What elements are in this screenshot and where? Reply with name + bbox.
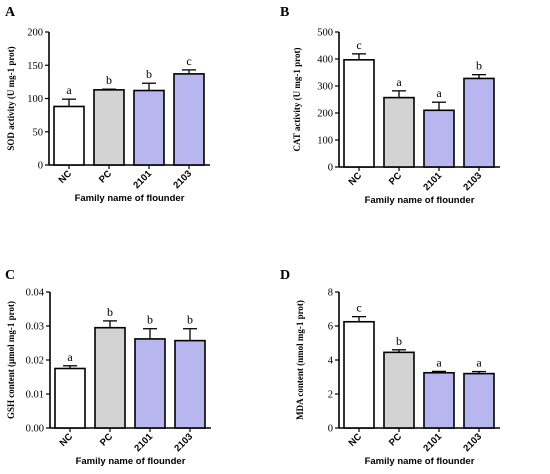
category-label: 2103 [171,168,194,191]
category-label: 2101 [421,431,444,454]
category-label: 2101 [132,431,155,454]
bar-2101 [423,371,455,429]
y-tick-label: 0.02 [26,356,44,367]
x-axis-label: Family name of flounder [75,193,185,204]
y-tick-label: 50 [33,127,44,138]
x-axis-label: Family name of flounder [365,456,475,467]
bar-nc [53,105,85,166]
category-label: PC [387,170,404,187]
bar-2101 [134,338,166,429]
panel-a: A 0 50 100 150 200 SOD activity (U mg-1 prot) a… [5,5,210,204]
y-tick-label: 0 [328,163,333,174]
y-tick-label: 0.03 [26,322,44,333]
category-label: PC [387,431,404,448]
y-tick-label: 0 [38,161,43,172]
panel-letter: D [280,268,290,283]
significance-label: c [186,54,191,68]
significance-label: a [67,350,73,364]
x-axis-label: Family name of flounder [76,456,186,467]
y-axis-label: CAT activity (U mg-1 prot) [292,48,302,152]
significance-label: a [436,86,442,100]
y-tick-label: 4 [328,356,334,367]
panel-b: B 0 100 200 300 400 500 CAT activity (U mg-1 pr… [280,5,500,206]
y-tick-label: 200 [27,28,43,39]
significance-label: a [396,75,402,89]
y-axis-label: GSH content (μmol mg-1 prot) [6,301,16,419]
y-tick-label: 0.01 [26,390,44,401]
bar-2101 [133,89,165,166]
bar-nc [343,320,375,429]
significance-label: a [436,355,442,369]
x-axis-label: Family name of flounder [365,195,475,206]
bar-2101 [423,109,455,168]
significance-label: b [147,313,153,327]
bar-2103 [463,372,495,429]
y-tick-label: 0.00 [26,424,44,435]
category-label: NC [347,170,365,188]
significance-label: c [356,38,361,52]
bar-2103 [173,73,205,166]
category-label: 2103 [461,170,484,193]
y-tick-label: 6 [328,322,333,333]
category-label: NC [58,431,76,449]
y-tick-label: 2 [328,390,333,401]
y-tick-label: 8 [328,288,333,299]
bar-pc [94,326,126,429]
panel-d: D 0 2 4 6 8 MDA content (nmol mg-1 prot) c NC b PC… [280,268,500,467]
y-tick-label: 100 [27,94,43,105]
significance-label: b [396,334,402,348]
significance-label: b [107,305,113,319]
bar-2103 [174,339,206,429]
panel-letter: A [5,5,16,20]
significance-label: c [356,301,361,315]
y-tick-label: 0 [328,424,333,435]
bar-pc [383,96,415,168]
category-label: NC [57,168,75,186]
bar-pc [383,351,415,429]
y-tick-label: 0.04 [26,288,45,299]
y-axis-label: SOD activity (U mg-1 prot) [6,46,16,150]
category-label: 2103 [172,431,195,454]
significance-label: b [106,73,112,87]
y-tick-label: 500 [317,28,333,39]
bar-2103 [463,77,495,168]
y-tick-label: 400 [317,55,333,66]
y-axis-label: MDA content (nmol mg-1 prot) [295,300,305,420]
category-label: 2101 [421,170,444,193]
panel-c: C 0.00 0.01 0.02 0.03 0.04 GSH content (μmol m… [5,268,211,467]
significance-label: b [187,313,193,327]
panel-letter: B [280,5,289,20]
category-label: 2103 [461,431,484,454]
y-tick-label: 300 [317,82,333,93]
bar-nc [54,367,86,429]
significance-label: a [476,356,482,370]
category-label: PC [98,431,115,448]
category-label: PC [97,168,114,185]
y-tick-label: 100 [317,136,333,147]
category-label: NC [347,431,365,449]
significance-label: b [146,67,152,81]
bar-nc [343,59,375,168]
panel-letter: C [5,268,15,283]
significance-label: b [476,59,482,73]
significance-label: a [66,83,72,97]
category-label: 2101 [131,168,154,191]
bar-pc [93,89,125,166]
y-tick-label: 150 [27,61,43,72]
y-tick-label: 200 [317,109,333,120]
